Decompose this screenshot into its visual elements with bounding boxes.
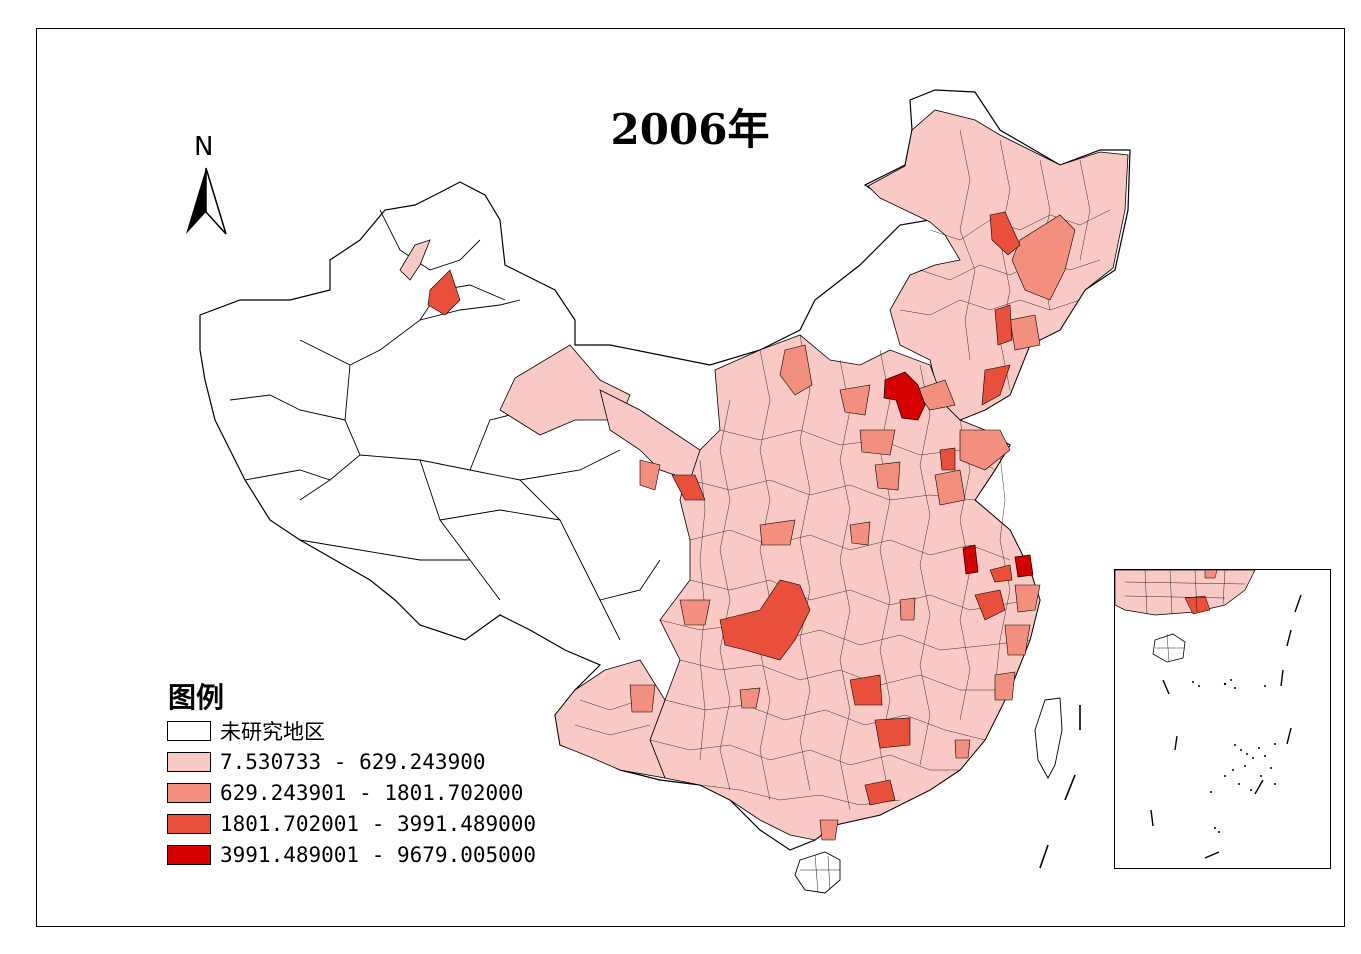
legend-label: 3991.489001 - 9679.005000 [220,843,537,867]
legend-swatch [167,721,211,741]
class-3-regions [427,211,1021,806]
north-arrow-icon [186,167,227,235]
county-mesh [574,129,1111,811]
legend-swatch [167,814,211,834]
legend-item-class-1: 7.530733 - 629.243900 [167,750,486,774]
hainan-island [794,851,841,894]
legend-swatch [167,783,211,803]
legend-label: 7.530733 - 629.243900 [220,750,486,774]
north-label: N [194,132,214,162]
legend-label: 未研究地区 [220,720,325,744]
legend-item-class-3: 1801.702001 - 3991.489000 [167,812,537,836]
legend-label: 629.243901 - 1801.702000 [220,781,524,805]
hainan-mesh [800,854,840,893]
legend-label: 1801.702001 - 3991.489000 [220,812,537,836]
south-china-sea-inset [1114,569,1331,869]
region-southwest [554,659,666,779]
legend-item-unstudied: 未研究地区 [167,720,325,744]
class-4-regions [883,371,1034,578]
region-xinjiang-strip [399,239,431,281]
legend-swatch [167,752,211,772]
dash-line [1039,705,1081,869]
map-frame [36,28,1345,927]
legend-swatch [167,845,211,865]
legend-item-class-2: 629.243901 - 1801.702000 [167,781,524,805]
region-northeast [867,109,1129,421]
class-2-regions [629,214,1076,841]
legend-title: 图例 [168,681,225,714]
region-qinghai-north [499,344,631,436]
taiwan-island [1034,697,1063,779]
inset-map [1115,570,1302,859]
legend-item-class-4: 3991.489001 - 9679.005000 [167,843,537,867]
page-title: 2006年 [610,105,770,154]
